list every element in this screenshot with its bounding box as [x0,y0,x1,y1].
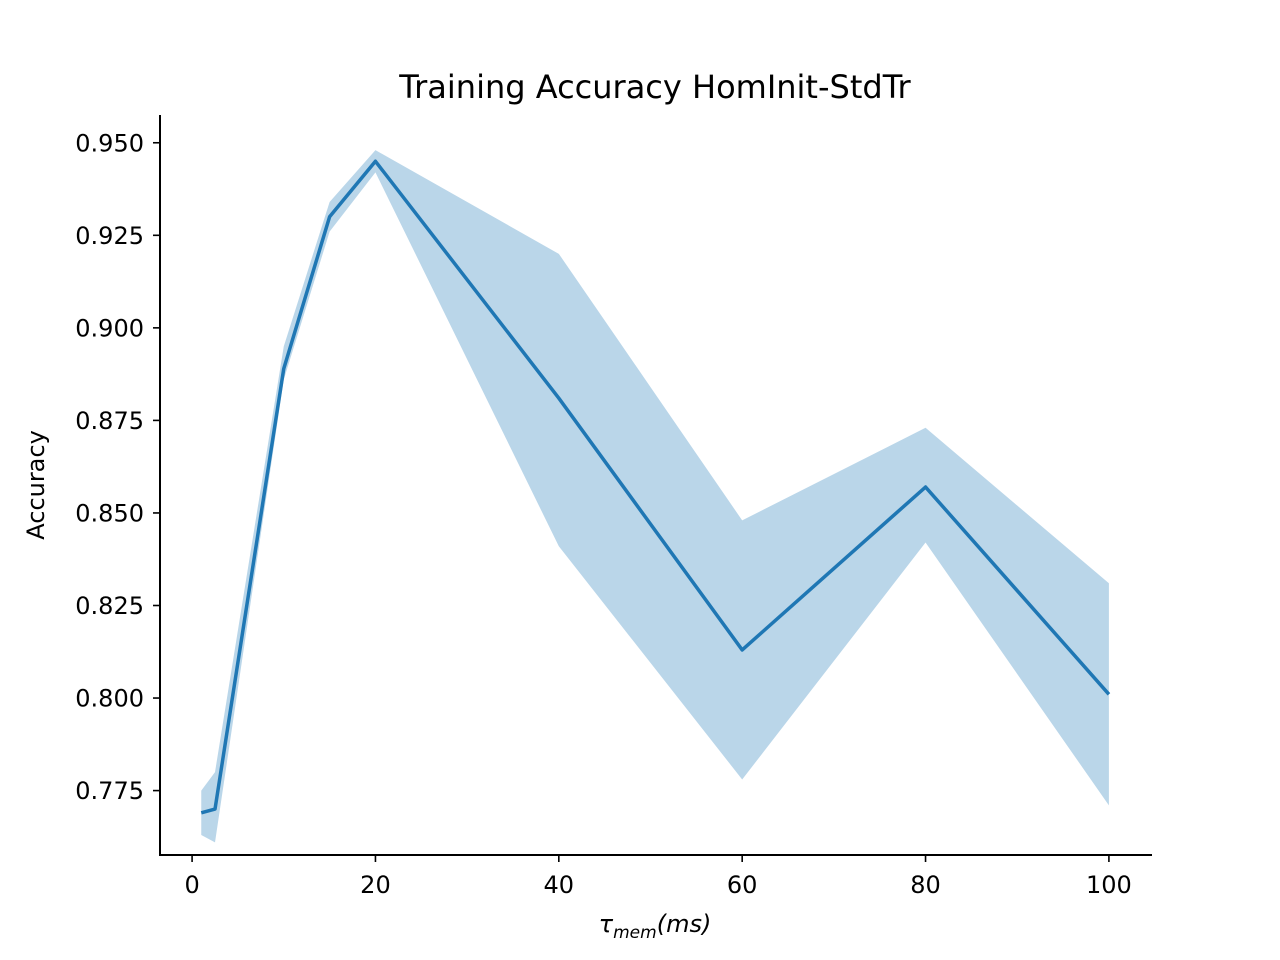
confidence-band [201,150,1109,843]
data-point [328,215,332,219]
x-tick-label: 80 [910,871,941,899]
y-axis-label: Accuracy [22,430,50,540]
data-point [213,807,217,811]
data-point [199,811,203,815]
x-axis-label: τmem(ms) [599,910,712,943]
series-line [200,159,1111,815]
data-point [1107,692,1111,696]
y-ticks: 0.775 0.800 0.825 0.850 0.875 0.900 0.925 0.950 [75,129,160,805]
x-tick-label: 100 [1086,871,1132,899]
y-tick-label: 0.800 [75,685,144,713]
y-tick-label: 0.950 [75,129,144,157]
y-tick-label: 0.850 [75,499,144,527]
x-tick-label: 60 [727,871,758,899]
x-tick-label: 40 [544,871,575,899]
y-tick-label: 0.825 [75,592,144,620]
x-axis-label-suffix: (ms) [657,910,712,938]
plot-area [199,150,1111,843]
y-tick-label: 0.775 [75,777,144,805]
x-ticks: 0 20 40 60 80 100 [184,855,1132,899]
data-point [740,648,744,652]
data-point [924,485,928,489]
x-axis-label-base: τ [599,910,614,938]
data-point [373,159,377,163]
x-tick-label: 0 [184,871,199,899]
y-tick-label: 0.900 [75,314,144,342]
data-point [282,367,286,371]
data-point [557,396,561,400]
y-tick-label: 0.875 [75,407,144,435]
y-tick-label: 0.925 [75,222,144,250]
x-axis-label-subscript: mem [613,923,657,943]
x-tick-label: 20 [360,871,391,899]
chart-title: Training Accuracy HomInit-StdTr [398,68,911,106]
